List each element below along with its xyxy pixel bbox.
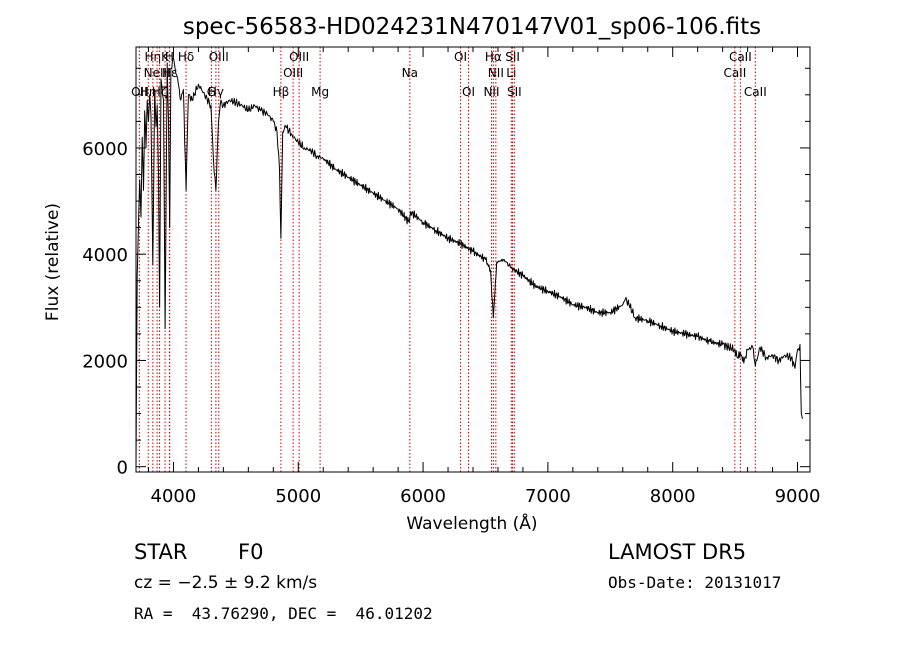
spectral-line-label-21: NII [488,66,504,80]
coordinates: RA = 43.76290, DEC = 46.01202 [134,604,433,623]
survey-name: LAMOST DR5 [608,540,747,564]
plot-frame [135,46,811,473]
spectral-line-label-22: Li [506,66,516,80]
x-tick-label-0: 4000 [151,486,197,507]
spectral-line-label-9: G [207,85,216,99]
spectral-line-label-3: NeIII [144,66,171,80]
y-tick-label-1: 2000 [82,351,128,372]
spectral-line-label-8: Hδ [178,50,194,64]
spectral-line-label-4: Hζ [152,85,168,99]
spectral-line-label-17: OI [454,50,467,64]
spectral-line-label-15: Mg [311,85,329,99]
spectral-line-label-1: Hη [140,85,157,99]
axes-layer: 4000 5000 6000 7000 8000 9000 0 2000 4000 6000 [82,47,820,507]
spectral-line-label-10: Hγ [208,85,224,99]
x-tick-label-1: 5000 [275,486,321,507]
spectrum-line-0 [135,57,803,467]
y-tick-label-2: 4000 [82,245,128,266]
spectral-line-label-11: OIII [209,50,229,64]
x-tick-label-2: 6000 [400,486,446,507]
x-tick-label-5: 9000 [775,486,821,507]
spectral-line-label-13: OIII [283,66,303,80]
y-tick-label-3: 6000 [82,139,128,160]
x-axis-label: Wavelength (Å) [406,512,537,534]
spectral-line-label-16: Na [402,66,418,80]
spectral-line-label-25: CaII [723,66,746,80]
y-tick-label-0: 0 [117,458,128,479]
spectral-line-label-2: Hη [145,50,162,64]
spectral-line-markers: OIIHηHηNeIIIHζKHHεHδGHγOIIIHβOIIIOIIIMgN… [131,47,767,472]
redshift-value: cz = −2.5 ± 9.2 km/s [134,573,318,593]
spectral-line-label-18: OI [462,85,475,99]
spectral-line-label-7: Hε [162,66,178,80]
spectral-line-label-26: CaII [729,50,752,64]
object-class: STAR [134,540,188,564]
x-tick-label-3: 7000 [525,486,571,507]
spectral-line-label-24: SII [507,85,522,99]
spectral-line-label-27: CaII [744,85,767,99]
spectrum-layer [135,57,803,467]
spectral-line-label-12: Hβ [273,85,290,99]
spectral-line-label-0: OII [131,85,148,99]
x-tick-label-4: 8000 [650,486,696,507]
y-axis-label: Flux (relative) [43,203,63,321]
observation-date: Obs-Date: 20131017 [608,573,782,592]
object-subclass: F0 [238,540,264,564]
spectral-line-label-23: SII [505,50,520,64]
spectral-line-label-14: OIII [289,50,309,64]
spectral-line-label-6: H [165,50,174,64]
spectral-line-label-19: NII [483,85,499,99]
spectral-line-label-5: K [161,50,170,64]
spectral-line-label-20: Hα [485,50,502,64]
chart-title: spec-56583-HD024231N470147V01_sp06-106.f… [183,14,761,40]
